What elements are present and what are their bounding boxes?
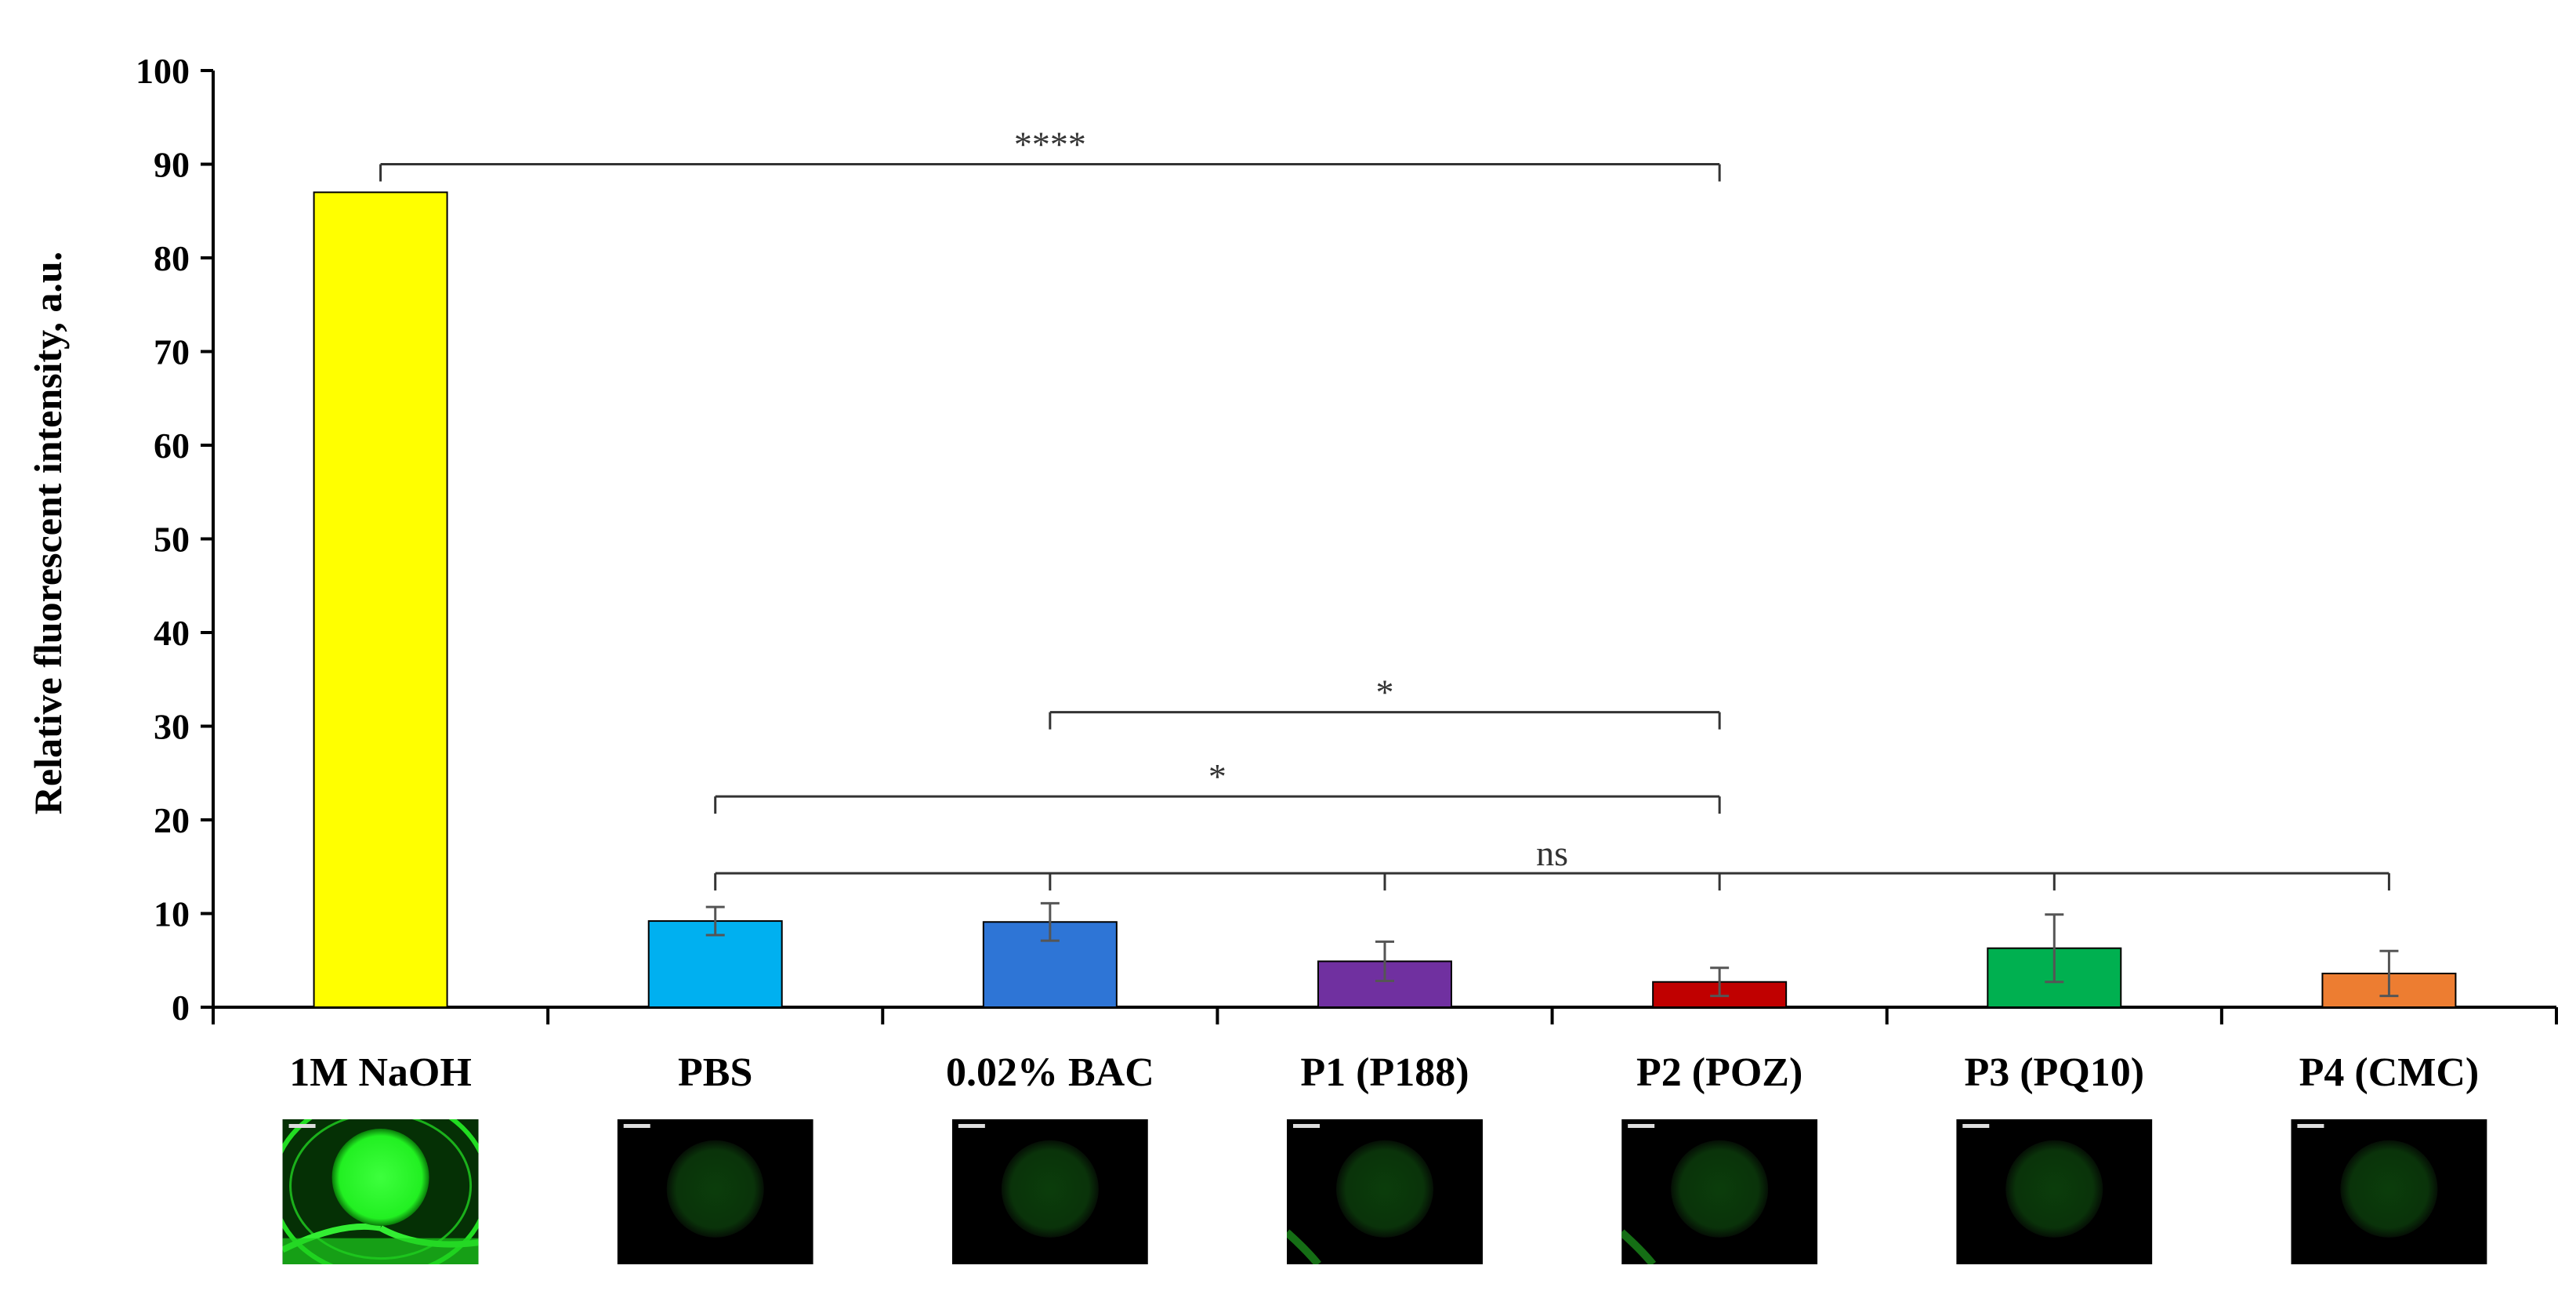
fluorescence-image-thumbnail <box>617 1119 813 1264</box>
y-tick-label: 90 <box>154 145 190 185</box>
fluorescent-disc <box>2005 1140 2103 1238</box>
y-tick-label: 80 <box>154 238 190 278</box>
category-label: P1 (P188) <box>1300 1050 1469 1095</box>
y-tick-label: 100 <box>136 51 190 91</box>
bar-1m-naoh <box>313 191 448 1009</box>
y-tick-label: 20 <box>154 800 190 840</box>
significance-brackets: ******ns <box>379 125 2390 891</box>
y-tick-label: 70 <box>154 332 190 372</box>
fluorescence-image-thumbnail <box>1287 1119 1483 1264</box>
y-tick-label: 40 <box>154 613 190 653</box>
fluorescent-disc <box>2340 1140 2438 1238</box>
category-label: 0.02% BAC <box>946 1050 1154 1095</box>
y-axis-label: Relative fluorescent intensity, a.u. <box>26 252 70 814</box>
y-axis: 0 10 20 30 40 50 60 70 80 90 100 <box>136 51 215 1028</box>
fluorescence-image-thumbnail <box>1956 1119 2153 1264</box>
category-label: PBS <box>678 1050 752 1095</box>
fluorescence-image-thumbnail <box>2291 1119 2487 1264</box>
scale-bar <box>1962 1124 1990 1128</box>
category-label: 1M NaOH <box>289 1050 472 1095</box>
significance-label: * <box>1376 673 1394 712</box>
fluorescent-disc <box>666 1140 764 1238</box>
scale-bar <box>1628 1124 1655 1128</box>
y-tick-label: 60 <box>154 426 190 466</box>
fluorescent-disc <box>1336 1140 1433 1238</box>
fluorescence-thumbnails <box>282 1119 2487 1264</box>
fluorescence-image-thumbnail <box>1621 1119 1818 1264</box>
significance-label: ns <box>1536 833 1568 873</box>
y-tick-label: 0 <box>172 988 190 1028</box>
fluorescence-image-thumbnail <box>282 1119 479 1264</box>
scale-bar <box>623 1124 650 1128</box>
bars <box>313 191 2457 1009</box>
scale-bar <box>958 1124 985 1128</box>
category-label: P3 (PQ10) <box>1964 1050 2144 1095</box>
category-labels: 1M NaOH PBS 0.02% BAC P1 (P188) P2 (POZ) P3 (… <box>289 1050 2479 1095</box>
significance-label: **** <box>1014 125 1086 165</box>
scale-bar <box>288 1124 316 1128</box>
error-bars <box>705 901 2399 998</box>
y-tick-label: 30 <box>154 707 190 747</box>
scale-bar <box>1293 1124 1320 1128</box>
y-tick-label: 50 <box>154 520 190 560</box>
fluorescence-image-thumbnail <box>951 1119 1148 1264</box>
category-label: P4 (CMC) <box>2299 1050 2480 1095</box>
scale-bar <box>2297 1124 2324 1128</box>
significance-label: * <box>1208 756 1226 796</box>
fluorescent-disc <box>1001 1140 1099 1238</box>
category-label: P2 (POZ) <box>1636 1050 1802 1095</box>
x-axis <box>212 1006 2558 1024</box>
fluorescent-disc <box>332 1129 429 1226</box>
y-tick-label: 10 <box>154 894 190 934</box>
fluorescent-disc <box>1671 1140 1769 1238</box>
